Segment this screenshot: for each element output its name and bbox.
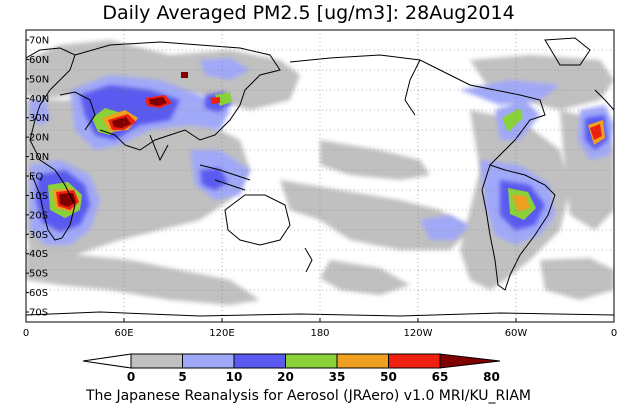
lat-label: 70S: [29, 308, 48, 319]
colorbar-tick-label: 80: [483, 370, 500, 384]
lat-label: 60S: [29, 288, 48, 299]
colorbar: [82, 353, 501, 369]
colorbar-box: [336, 353, 389, 369]
colorbar-tick-label: 35: [329, 370, 346, 384]
lat-label: EQ: [29, 172, 43, 183]
lat-label: 30N: [29, 113, 49, 124]
pm25-field: [26, 40, 614, 305]
lat-label: 40S: [29, 249, 48, 260]
colorbar-tick-label: 20: [277, 370, 294, 384]
colorbar-tick-label: 10: [226, 370, 243, 384]
lat-label: 10S: [29, 191, 48, 202]
colorbar-tick-label: 5: [178, 370, 186, 384]
lat-label: 70N: [29, 36, 49, 47]
colorbar-labels: 0 5 10 20 35 50 65 80: [127, 370, 500, 384]
lat-label: 20N: [29, 133, 49, 144]
lon-label: 180: [310, 328, 329, 339]
colorbar-box: [233, 353, 286, 369]
lat-label: 50N: [29, 74, 49, 85]
coastlines: [26, 37, 614, 317]
gridlines: [26, 30, 614, 322]
lat-label: 40N: [29, 94, 49, 105]
lon-label: 120W: [404, 328, 433, 339]
longitude-labels: 0 60E 120E 180 120W 60W 0: [23, 318, 617, 339]
colorbar-tick-label: 0: [127, 370, 135, 384]
lat-label: 30S: [29, 230, 48, 241]
colorbar-tick-label: 50: [380, 370, 397, 384]
lat-label: 10N: [29, 152, 49, 163]
lat-label: 60N: [29, 55, 49, 66]
colorbar-tick-label: 65: [432, 370, 449, 384]
lon-label: 120E: [209, 328, 234, 339]
colorbar-box: [130, 353, 183, 369]
lat-label: 50S: [29, 269, 48, 280]
chart-title: Daily Averaged PM2.5 [ug/m3]: 28Aug2014: [102, 2, 515, 24]
colorbar-box: [285, 353, 338, 369]
colorbar-arrow-high: [439, 353, 501, 369]
footer-credit: The Japanese Reanalysis for Aerosol (JRA…: [85, 388, 532, 404]
colorbar-box: [182, 353, 235, 369]
lon-label: 60E: [114, 328, 133, 339]
lon-label: 0: [611, 328, 617, 339]
latitude-labels: 70N 60N 50N 40N 30N 20N 10N EQ 10S 20S 30S 40S 50S 60…: [26, 36, 49, 319]
lon-label: 60W: [505, 328, 528, 339]
colorbar-box: [388, 353, 441, 369]
lat-label: 20S: [29, 210, 48, 221]
lon-label: 0: [23, 328, 29, 339]
colorbar-arrow-low: [82, 353, 132, 369]
